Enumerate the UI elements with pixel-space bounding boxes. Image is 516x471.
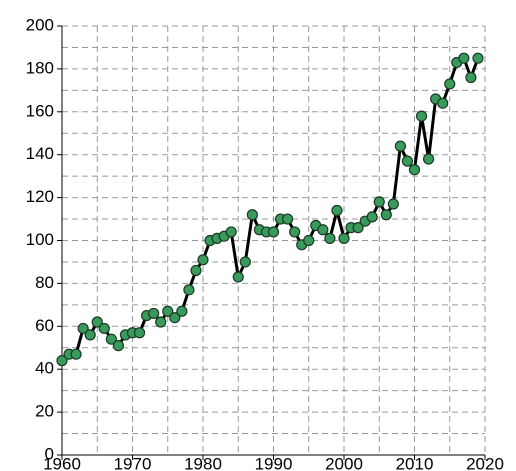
data-point bbox=[373, 196, 385, 208]
x-tick-label: 1980 bbox=[184, 454, 222, 471]
data-point bbox=[91, 316, 103, 328]
y-tick-label: 200 bbox=[26, 15, 54, 34]
data-point bbox=[197, 254, 209, 266]
y-tick-label: 0 bbox=[45, 444, 54, 463]
data-point bbox=[465, 71, 477, 84]
y-tick-label: 20 bbox=[35, 402, 54, 421]
data-point bbox=[317, 224, 329, 236]
data-point bbox=[437, 97, 449, 109]
y-tick-label: 160 bbox=[26, 101, 54, 120]
data-point bbox=[155, 316, 167, 328]
x-tick-label: 1990 bbox=[255, 454, 293, 471]
data-point bbox=[77, 322, 89, 335]
data-point bbox=[162, 305, 174, 317]
data-point bbox=[232, 271, 244, 283]
data-point bbox=[98, 322, 110, 335]
data-point bbox=[324, 232, 336, 244]
data-point bbox=[423, 153, 435, 165]
data-point bbox=[282, 213, 294, 225]
x-tick-label: 1960 bbox=[43, 454, 81, 471]
y-tick-label: 140 bbox=[26, 144, 54, 163]
x-tick-label: 2020 bbox=[466, 454, 504, 471]
data-point bbox=[56, 355, 68, 367]
y-tick-label: 120 bbox=[26, 187, 54, 206]
data-point bbox=[408, 164, 421, 176]
data-point bbox=[303, 234, 315, 247]
data-point bbox=[366, 211, 378, 223]
data-point bbox=[267, 226, 280, 238]
data-point bbox=[246, 209, 258, 221]
data-point bbox=[105, 333, 117, 345]
data-point bbox=[289, 226, 301, 238]
data-point bbox=[415, 110, 428, 122]
data-point bbox=[225, 226, 237, 238]
x-tick-label: 2000 bbox=[325, 454, 363, 471]
data-point bbox=[401, 155, 414, 167]
data-point bbox=[444, 78, 456, 90]
data-point bbox=[176, 305, 188, 317]
data-point bbox=[112, 340, 125, 352]
data-point bbox=[380, 209, 392, 221]
x-tick-label: 1970 bbox=[114, 454, 152, 471]
data-point bbox=[70, 348, 82, 360]
y-tick-label: 80 bbox=[35, 273, 54, 292]
x-tick-label: 2010 bbox=[396, 454, 434, 471]
data-point bbox=[352, 222, 364, 234]
data-point bbox=[331, 204, 343, 217]
data-point bbox=[183, 284, 195, 296]
data-line bbox=[60, 56, 480, 362]
data-point bbox=[472, 52, 484, 64]
y-tick-label: 60 bbox=[35, 316, 54, 335]
y-tick-label: 100 bbox=[26, 230, 54, 249]
data-point bbox=[458, 52, 470, 64]
data-point bbox=[169, 312, 181, 324]
data-point bbox=[387, 198, 399, 210]
data-point bbox=[190, 264, 202, 277]
data-point bbox=[338, 232, 350, 244]
y-tick-label: 40 bbox=[35, 359, 54, 378]
data-point bbox=[239, 256, 251, 268]
data-point bbox=[84, 329, 96, 341]
data-point bbox=[133, 327, 146, 339]
y-tick-label: 180 bbox=[26, 58, 54, 77]
data-point bbox=[394, 140, 406, 152]
data-point bbox=[148, 307, 160, 320]
